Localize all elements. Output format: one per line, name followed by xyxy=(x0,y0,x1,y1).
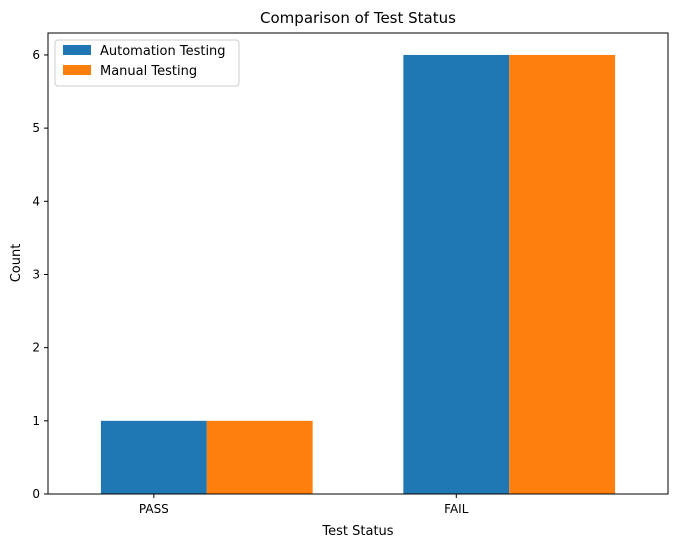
legend-swatch xyxy=(63,65,91,75)
y-tick-label: 6 xyxy=(32,48,40,62)
bar-manual-testing-pass xyxy=(206,420,313,494)
bar-automation-testing-fail xyxy=(403,54,510,494)
y-tick-label: 1 xyxy=(32,414,40,428)
plot-frame xyxy=(47,32,669,495)
y-tick-label: 2 xyxy=(32,341,40,355)
chart-title: Comparison of Test Status xyxy=(260,9,456,27)
y-axis: 0 1 2 3 4 5 6 xyxy=(32,48,48,501)
y-axis-label: Count xyxy=(9,244,24,283)
legend-label: Automation Testing xyxy=(100,44,226,59)
x-tick-label-pass: PASS xyxy=(139,502,169,516)
bars-layer xyxy=(100,54,616,494)
legend: Automation Testing Manual Testing xyxy=(54,39,240,87)
y-tick-label: 0 xyxy=(32,487,40,501)
bar-automation-testing-pass xyxy=(100,420,207,494)
legend-swatch xyxy=(63,45,91,55)
y-tick-label: 3 xyxy=(32,267,40,281)
bar-manual-testing-fail xyxy=(509,54,616,494)
legend-box xyxy=(54,39,240,87)
y-tick-label: 4 xyxy=(32,194,40,208)
x-axis: PASS FAIL xyxy=(139,494,469,516)
legend-label: Manual Testing xyxy=(100,64,197,79)
x-tick-label-fail: FAIL xyxy=(444,502,469,516)
x-axis-label: Test Status xyxy=(321,524,393,539)
y-tick-label: 5 xyxy=(32,121,40,135)
